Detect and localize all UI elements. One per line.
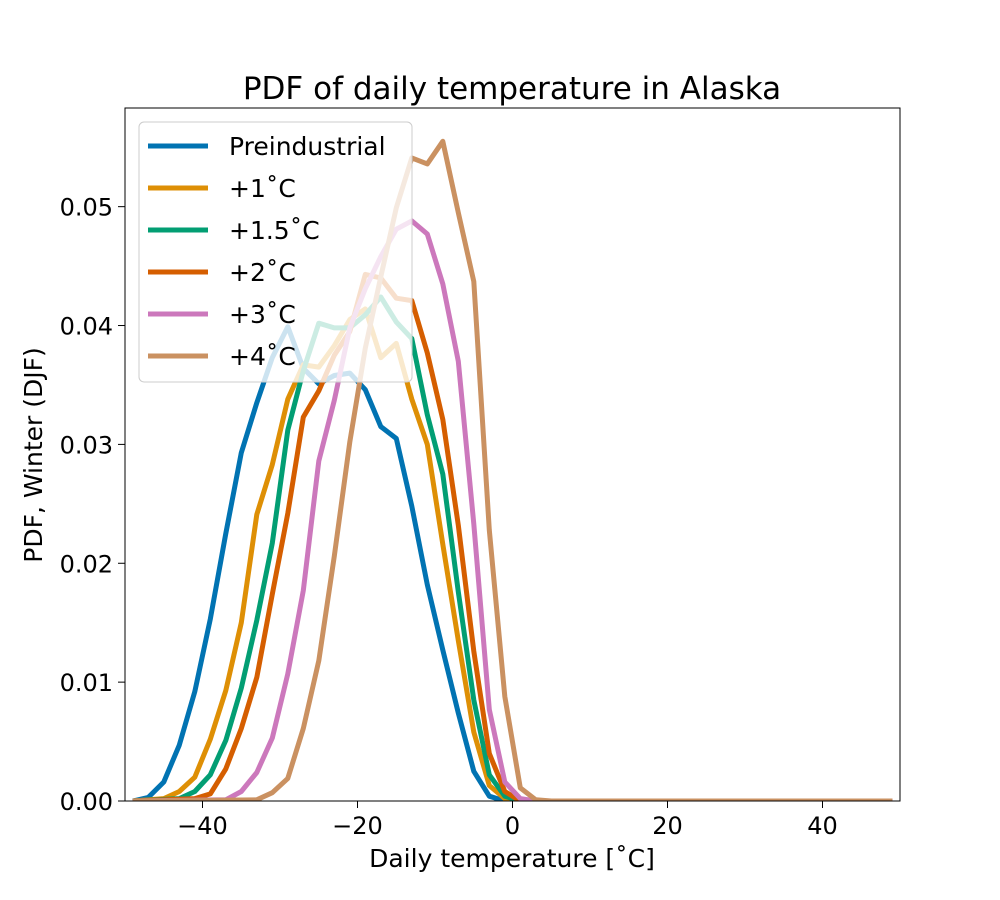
y-axis-label: PDF, Winter (DJF): [19, 347, 48, 562]
y-tick-label: 0.02: [60, 550, 113, 578]
y-tick-label: 0.01: [60, 669, 113, 697]
series-line-5: [132, 138, 893, 801]
series-line-4: [132, 218, 893, 801]
legend-label-2: +1.5˚C: [229, 216, 320, 245]
legend: Preindustrial +1˚C +1.5˚C +2˚C +3˚C +4˚C: [138, 121, 413, 383]
legend-label-1: +1˚C: [229, 174, 296, 203]
series-line-0: [132, 324, 893, 801]
x-tick-label: 20: [652, 812, 683, 840]
y-tick-label: 0.03: [60, 431, 113, 459]
y-tick-label: 0.00: [60, 788, 113, 816]
x-tick-label: −40: [177, 812, 228, 840]
y-tick-label: 0.05: [60, 194, 113, 222]
x-tick-label: 0: [505, 812, 520, 840]
legend-label-4: +3˚C: [229, 300, 296, 329]
y-tick-label: 0.04: [60, 313, 113, 341]
x-axis-label: Daily temperature [˚C]: [369, 844, 655, 873]
legend-label-0: Preindustrial: [229, 132, 386, 161]
legend-label-5: +4˚C: [229, 342, 296, 371]
x-tick-label: −20: [332, 812, 383, 840]
x-axis: −40 −20 0 20 40: [177, 801, 838, 840]
legend-label-3: +2˚C: [229, 258, 296, 287]
x-tick-label: 40: [807, 812, 838, 840]
y-axis: 0.00 0.01 0.02 0.03 0.04 0.05: [60, 194, 125, 816]
chart-title: PDF of daily temperature in Alaska: [243, 71, 781, 107]
